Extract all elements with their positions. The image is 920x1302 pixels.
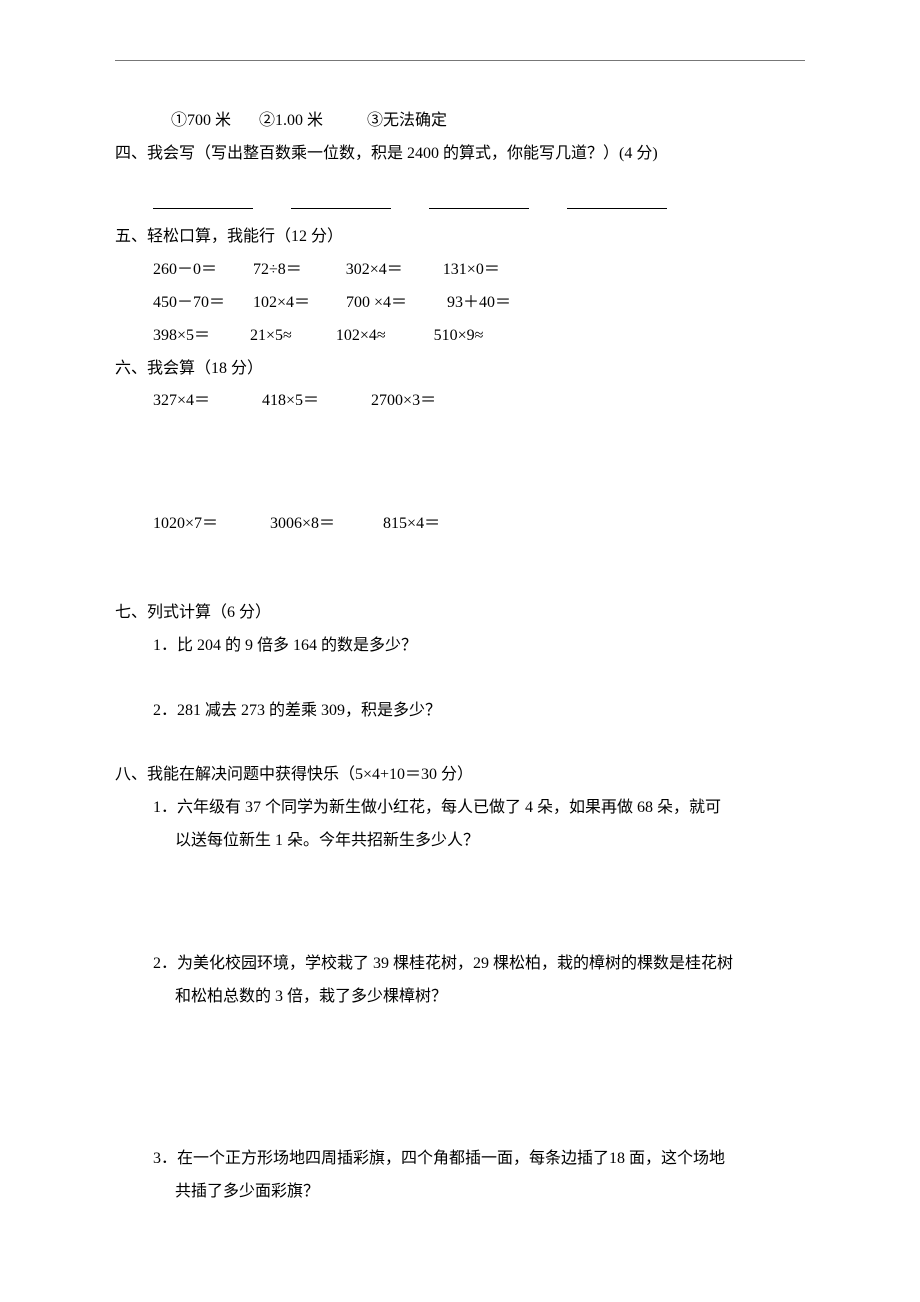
- section-7-title: 七、列式计算（6 分）: [115, 597, 805, 630]
- section-7-q2: 2．281 减去 273 的差乘 309，积是多少？: [115, 695, 805, 728]
- blank-line: [567, 193, 667, 209]
- section-8-q2-line1: 2．为美化校园环境，学校栽了 39 棵桂花树，29 棵松柏，栽的樟树的棵数是桂花…: [115, 948, 805, 981]
- section-5-title: 五、轻松口算，我能行（12 分）: [115, 221, 805, 254]
- section-8-q3-line2: 共插了多少面彩旗？: [115, 1176, 805, 1209]
- section-8-q2-line2: 和松柏总数的 3 倍，栽了多少棵樟树？: [115, 981, 805, 1014]
- document-body: ①700 米 ②1.00 米 ③无法确定 四、我会写（写出整百数乘一位数，积是 …: [115, 60, 805, 1209]
- header-rule-line: [115, 60, 805, 61]
- blank-line: [291, 193, 391, 209]
- options-line: ①700 米 ②1.00 米 ③无法确定: [115, 105, 805, 138]
- section-5-row3: 398×5＝ 21×5≈ 102×4≈ 510×9≈: [115, 320, 805, 353]
- blank-line: [429, 193, 529, 209]
- blank-line: [153, 193, 253, 209]
- section-8-q3-line1: 3．在一个正方形场地四周插彩旗，四个角都插一面，每条边插了18 面，这个场地: [115, 1143, 805, 1176]
- section-5-row2: 450－70＝ 102×4＝ 700 ×4＝ 93＋40＝: [115, 287, 805, 320]
- section-8-q1-line2: 以送每位新生 1 朵。今年共招新生多少人？: [115, 825, 805, 858]
- section-5-row1: 260－0＝ 72÷8＝ 302×4＝ 131×0＝: [115, 254, 805, 287]
- section-4-blanks: [115, 189, 805, 222]
- section-6-row1: 327×4＝ 418×5＝ 2700×3＝: [115, 385, 805, 418]
- section-8-title: 八、我能在解决问题中获得快乐（5×4+10＝30 分）: [115, 759, 805, 792]
- section-6-row2: 1020×7＝ 3006×8＝ 815×4＝: [115, 508, 805, 541]
- section-4-title: 四、我会写（写出整百数乘一位数，积是 2400 的算式，你能写几道？）(4 分): [115, 138, 805, 171]
- section-6-title: 六、我会算（18 分）: [115, 353, 805, 386]
- section-7-q1: 1．比 204 的 9 倍多 164 的数是多少？: [115, 630, 805, 663]
- section-8-q1-line1: 1．六年级有 37 个同学为新生做小红花，每人已做了 4 朵，如果再做 68 朵…: [115, 792, 805, 825]
